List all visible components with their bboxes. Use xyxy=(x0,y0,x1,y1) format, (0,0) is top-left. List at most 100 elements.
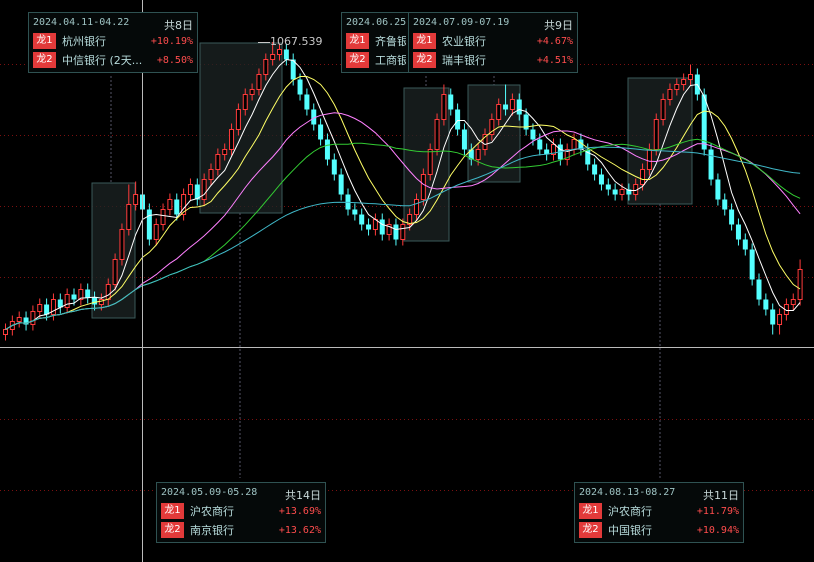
candle[interactable] xyxy=(605,178,611,196)
candle[interactable] xyxy=(441,84,447,126)
candle[interactable] xyxy=(3,323,8,341)
candle[interactable] xyxy=(174,193,180,221)
candle[interactable] xyxy=(92,291,98,311)
dragon-label-box[interactable]: 2024.06.25- 龙1 齐鲁银行龙2 工商银行 xyxy=(341,12,412,73)
candle[interactable] xyxy=(448,88,454,116)
candle[interactable] xyxy=(201,173,207,206)
candle[interactable] xyxy=(263,53,269,81)
candle[interactable] xyxy=(379,213,385,241)
candle[interactable] xyxy=(133,181,139,211)
candle[interactable] xyxy=(626,183,632,201)
candle[interactable] xyxy=(770,303,776,335)
stock-name[interactable]: 沪农商行 xyxy=(190,505,234,518)
candle[interactable] xyxy=(64,288,70,314)
candle[interactable] xyxy=(509,93,515,116)
candle[interactable] xyxy=(434,113,440,156)
candle[interactable] xyxy=(708,143,714,186)
candle[interactable] xyxy=(797,259,803,306)
candle[interactable] xyxy=(297,73,303,101)
candle[interactable] xyxy=(592,158,598,181)
candle[interactable] xyxy=(729,203,735,231)
candle[interactable] xyxy=(790,293,796,311)
candle[interactable] xyxy=(674,78,680,96)
candle[interactable] xyxy=(208,163,214,186)
candle[interactable] xyxy=(742,233,748,256)
candle[interactable] xyxy=(359,208,365,231)
candle[interactable] xyxy=(777,308,783,335)
candle[interactable] xyxy=(256,68,262,96)
candle[interactable] xyxy=(194,178,200,206)
candle[interactable] xyxy=(722,193,728,216)
candle[interactable] xyxy=(311,103,317,131)
candle[interactable] xyxy=(215,148,221,176)
candle[interactable] xyxy=(85,283,91,304)
candle[interactable] xyxy=(372,213,378,236)
candle[interactable] xyxy=(701,88,707,156)
candle[interactable] xyxy=(37,298,43,318)
candle[interactable] xyxy=(167,193,173,216)
candle[interactable] xyxy=(653,113,659,156)
candle[interactable] xyxy=(283,43,289,66)
stock-name[interactable]: 工商银行 xyxy=(375,54,406,67)
candle[interactable] xyxy=(331,153,337,181)
candle[interactable] xyxy=(16,311,22,328)
stock-name[interactable]: 中信银行 (2天... xyxy=(62,54,143,67)
candle[interactable] xyxy=(249,83,255,101)
stock-name[interactable]: 中国银行 xyxy=(608,524,652,537)
dragon-label-box[interactable]: 2024.07.09-07.19 共9日 龙1 农业银行 +4.67% 龙2 瑞丰银行 +4.… xyxy=(408,12,578,73)
candle[interactable] xyxy=(160,203,166,231)
candle[interactable] xyxy=(660,93,666,126)
candle[interactable] xyxy=(598,168,604,191)
dragon-label-box[interactable]: 2024.04.11-04.22 共8日 龙1 杭州银行 +10.19% 龙2 中信银行 (… xyxy=(28,12,198,73)
stock-name[interactable]: 南京银行 xyxy=(190,524,234,537)
stock-name[interactable]: 农业银行 xyxy=(442,35,486,48)
dragon-label-box[interactable]: 2024.08.13-08.27 共11日 龙1 沪农商行 +11.79% 龙2 中国银行 +… xyxy=(574,482,744,543)
candle[interactable] xyxy=(187,178,193,201)
candle[interactable] xyxy=(489,113,495,141)
candle[interactable] xyxy=(304,88,310,116)
candle[interactable] xyxy=(455,103,461,136)
stock-name[interactable]: 沪农商行 xyxy=(608,505,652,518)
candle[interactable] xyxy=(496,98,502,126)
candle[interactable] xyxy=(235,103,241,136)
candle[interactable] xyxy=(153,218,159,246)
candle[interactable] xyxy=(400,218,406,246)
candle[interactable] xyxy=(386,218,392,241)
candle[interactable] xyxy=(735,218,741,246)
candle[interactable] xyxy=(468,143,474,166)
candle[interactable] xyxy=(277,43,282,61)
candle[interactable] xyxy=(571,133,577,156)
candle[interactable] xyxy=(564,143,570,166)
stock-name[interactable]: 瑞丰银行 xyxy=(442,54,486,67)
candle[interactable] xyxy=(688,64,693,86)
candle[interactable] xyxy=(146,203,152,246)
candle[interactable] xyxy=(242,88,248,116)
candle[interactable] xyxy=(756,273,762,306)
candle[interactable] xyxy=(318,118,324,146)
candle[interactable] xyxy=(270,41,276,66)
candle[interactable] xyxy=(324,133,330,166)
candle[interactable] xyxy=(338,168,344,201)
candle[interactable] xyxy=(222,143,228,161)
candle[interactable] xyxy=(461,123,467,156)
candle[interactable] xyxy=(749,243,755,286)
candle[interactable] xyxy=(516,93,522,121)
candle[interactable] xyxy=(23,311,29,331)
dragon-label-box[interactable]: 2024.05.09-05.28 共14日 龙1 沪农商行 +13.69% 龙2 南京银行 +… xyxy=(156,482,326,543)
candle[interactable] xyxy=(30,305,36,331)
candle[interactable] xyxy=(229,123,235,156)
candle[interactable] xyxy=(681,73,687,91)
candle[interactable] xyxy=(126,184,132,236)
candle[interactable] xyxy=(420,168,426,206)
candle[interactable] xyxy=(366,218,372,236)
candle[interactable] xyxy=(482,128,488,156)
stock-name[interactable]: 齐鲁银行 xyxy=(375,35,406,48)
candle[interactable] xyxy=(352,203,358,221)
candle[interactable] xyxy=(57,293,63,314)
candle[interactable] xyxy=(78,283,84,306)
candle[interactable] xyxy=(551,138,556,161)
candle[interactable] xyxy=(427,143,433,181)
stock-name[interactable]: 杭州银行 xyxy=(62,35,106,48)
candle[interactable] xyxy=(112,253,118,291)
